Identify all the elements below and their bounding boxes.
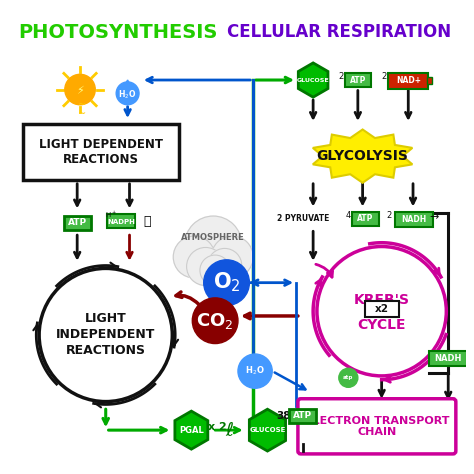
Text: ~
~: ~ ~ [78,100,86,118]
Polygon shape [249,409,286,451]
Text: x 2: x 2 [208,422,227,432]
Text: CO$_2$: CO$_2$ [196,311,234,331]
Text: ATP: ATP [357,214,374,223]
Text: NADH: NADH [401,215,427,224]
Text: H$_2$O: H$_2$O [118,88,137,100]
Polygon shape [298,63,328,97]
Text: 🚛: 🚛 [143,215,150,228]
FancyBboxPatch shape [289,409,316,423]
FancyBboxPatch shape [298,399,456,454]
FancyBboxPatch shape [395,212,433,228]
Circle shape [185,216,242,273]
Text: 2 PYRUVATE: 2 PYRUVATE [277,214,330,223]
Text: 38: 38 [276,411,291,421]
Circle shape [211,236,253,278]
Text: KREB'S: KREB'S [354,293,410,307]
Text: ATP: ATP [293,411,312,420]
Text: GLUCOSE: GLUCOSE [249,427,286,433]
FancyBboxPatch shape [429,351,467,366]
Circle shape [187,247,225,285]
Text: ℓ: ℓ [226,420,233,439]
Text: O$_2$: O$_2$ [213,271,240,294]
Circle shape [65,74,95,105]
Circle shape [204,260,249,306]
Text: NADPH: NADPH [107,219,135,225]
Text: LIGHT
INDEPENDENT
REACTIONS: LIGHT INDEPENDENT REACTIONS [56,312,155,357]
Circle shape [173,236,215,278]
Text: 2: 2 [338,72,343,81]
Text: ATP: ATP [350,75,366,84]
Text: 2: 2 [387,210,392,219]
Text: H$_2$O: H$_2$O [245,365,265,377]
Text: GLYCOLYSIS: GLYCOLYSIS [317,149,409,163]
Text: x2: x2 [374,304,389,314]
Text: NADH: NADH [435,354,462,363]
Text: PHOTOSYNTHESIS: PHOTOSYNTHESIS [18,23,218,42]
Circle shape [238,354,272,388]
Text: LIGHT DEPENDENT
REACTIONS: LIGHT DEPENDENT REACTIONS [39,138,163,166]
Text: CELLULAR RESPIRATION: CELLULAR RESPIRATION [227,23,451,41]
FancyBboxPatch shape [64,216,91,230]
FancyBboxPatch shape [345,73,371,87]
Circle shape [192,298,238,344]
Text: →: → [429,212,438,222]
Circle shape [200,255,230,285]
Text: NAD+: NAD+ [396,76,421,85]
Polygon shape [313,129,412,183]
Text: GLUCOSE: GLUCOSE [297,78,329,82]
Text: ⚡: ⚡ [76,86,84,96]
FancyBboxPatch shape [23,124,179,180]
FancyBboxPatch shape [352,212,379,226]
FancyBboxPatch shape [365,301,399,317]
Text: CYCLE: CYCLE [357,318,406,331]
Text: ATP: ATP [68,218,87,227]
Circle shape [116,82,139,105]
Text: atp: atp [343,375,354,380]
Text: ELECTRON TRANSPORT
CHAIN: ELECTRON TRANSPORT CHAIN [305,416,449,437]
FancyBboxPatch shape [427,77,432,84]
Polygon shape [175,411,208,449]
Circle shape [339,368,358,387]
Text: ATMOSPHERE: ATMOSPHERE [182,234,245,243]
Text: PGAL: PGAL [179,426,204,435]
Text: 4: 4 [346,210,351,219]
FancyBboxPatch shape [107,214,135,228]
FancyBboxPatch shape [388,73,428,89]
Text: H$^+$: H$^+$ [104,210,117,220]
Circle shape [208,248,242,283]
Polygon shape [120,80,135,93]
Text: 2: 2 [381,72,386,81]
